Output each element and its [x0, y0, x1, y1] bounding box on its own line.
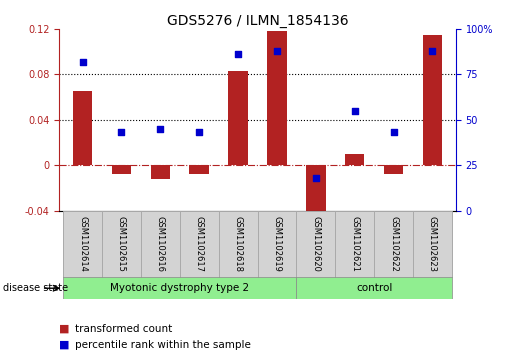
Text: GSM1102623: GSM1102623: [428, 216, 437, 272]
Text: GSM1102621: GSM1102621: [350, 216, 359, 272]
Bar: [413, 211, 452, 278]
Text: GSM1102619: GSM1102619: [272, 216, 281, 272]
Bar: [180, 211, 219, 278]
Text: GSM1102618: GSM1102618: [234, 216, 243, 272]
Bar: [296, 277, 452, 299]
Bar: [296, 211, 335, 278]
Point: [156, 126, 164, 132]
Bar: [423, 35, 442, 165]
Bar: [190, 165, 209, 174]
Point: [78, 59, 87, 65]
Bar: [384, 165, 403, 174]
Point: [351, 108, 359, 114]
Bar: [306, 165, 325, 220]
Bar: [219, 211, 258, 278]
Bar: [112, 165, 131, 174]
Point: [389, 130, 398, 135]
Text: Myotonic dystrophy type 2: Myotonic dystrophy type 2: [110, 283, 249, 293]
Bar: [345, 154, 365, 165]
Point: [273, 48, 281, 54]
Bar: [374, 211, 413, 278]
Text: disease state: disease state: [3, 283, 67, 293]
Text: control: control: [356, 283, 392, 293]
Bar: [258, 211, 296, 278]
Bar: [102, 211, 141, 278]
Bar: [150, 165, 170, 179]
Bar: [335, 211, 374, 278]
Text: GSM1102614: GSM1102614: [78, 216, 87, 272]
Text: GSM1102615: GSM1102615: [117, 216, 126, 272]
Bar: [267, 31, 287, 165]
Bar: [73, 91, 92, 165]
Text: GSM1102616: GSM1102616: [156, 216, 165, 272]
Bar: [228, 71, 248, 165]
Point: [195, 130, 203, 135]
Text: percentile rank within the sample: percentile rank within the sample: [75, 340, 251, 350]
Text: ■: ■: [59, 340, 70, 350]
Point: [117, 130, 126, 135]
Bar: [63, 211, 102, 278]
Bar: [141, 211, 180, 278]
Point: [428, 48, 437, 54]
Title: GDS5276 / ILMN_1854136: GDS5276 / ILMN_1854136: [167, 14, 348, 28]
Bar: [63, 277, 296, 299]
Text: GSM1102620: GSM1102620: [311, 216, 320, 272]
Text: GSM1102617: GSM1102617: [195, 216, 204, 272]
Text: GSM1102622: GSM1102622: [389, 216, 398, 272]
Text: transformed count: transformed count: [75, 323, 172, 334]
Text: ■: ■: [59, 323, 70, 334]
Point: [312, 175, 320, 181]
Point: [234, 52, 242, 57]
